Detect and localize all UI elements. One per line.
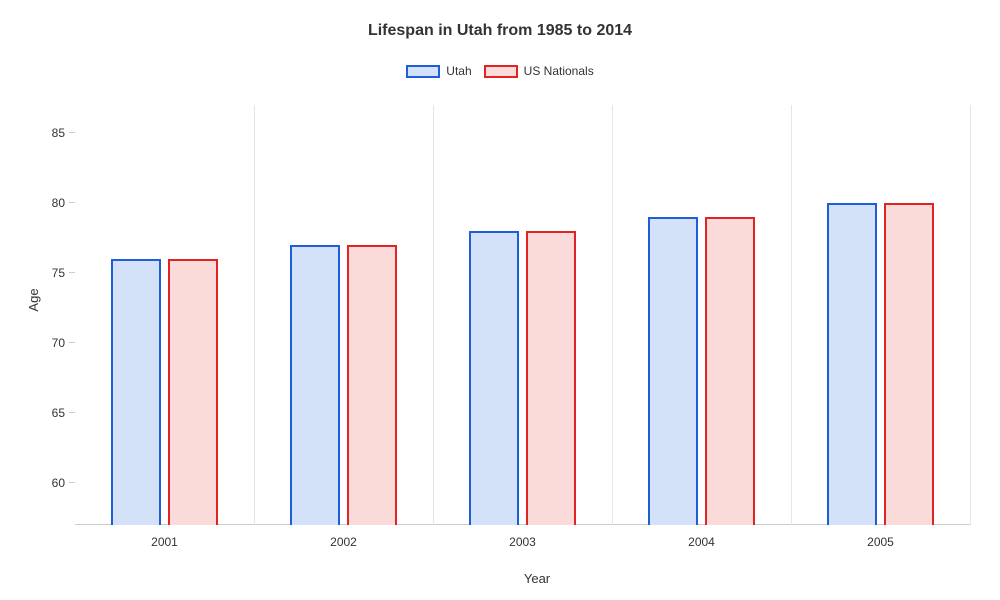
y-tick-label: 80: [52, 196, 65, 210]
grid-line-vertical: [791, 105, 792, 525]
y-tick-label: 85: [52, 126, 65, 140]
x-tick-label: 2001: [151, 535, 178, 549]
legend-swatch-us-nationals: [484, 65, 518, 78]
grid-line-vertical: [254, 105, 255, 525]
bar-us-nationals[interactable]: [168, 259, 219, 525]
y-tick-mark: [69, 482, 75, 483]
x-tick-label: 2003: [509, 535, 536, 549]
bar-utah[interactable]: [111, 259, 162, 525]
y-tick-label: 60: [52, 476, 65, 490]
y-tick-label: 75: [52, 266, 65, 280]
bar-us-nationals[interactable]: [884, 203, 935, 525]
x-axis-title: Year: [90, 571, 985, 586]
bar-us-nationals[interactable]: [705, 217, 756, 525]
plot-area: 60657075808520012002200320042005: [75, 105, 970, 525]
bar-us-nationals[interactable]: [347, 245, 398, 525]
y-axis-title: Age: [26, 288, 41, 311]
bar-us-nationals[interactable]: [526, 231, 577, 525]
legend: Utah US Nationals: [0, 64, 1000, 78]
grid-line-vertical: [433, 105, 434, 525]
x-tick-label: 2004: [688, 535, 715, 549]
grid-line-vertical: [612, 105, 613, 525]
grid-line-vertical: [970, 105, 971, 525]
y-tick-mark: [69, 202, 75, 203]
legend-swatch-utah: [406, 65, 440, 78]
bar-utah[interactable]: [827, 203, 878, 525]
y-tick-mark: [69, 342, 75, 343]
y-tick-mark: [69, 132, 75, 133]
legend-label-us-nationals: US Nationals: [524, 64, 594, 78]
y-tick-label: 70: [52, 336, 65, 350]
chart-container: Lifespan in Utah from 1985 to 2014 Utah …: [0, 0, 1000, 600]
y-tick-label: 65: [52, 406, 65, 420]
legend-label-utah: Utah: [446, 64, 471, 78]
legend-item-utah[interactable]: Utah: [406, 64, 471, 78]
bar-utah[interactable]: [290, 245, 341, 525]
x-tick-label: 2002: [330, 535, 357, 549]
legend-item-us-nationals[interactable]: US Nationals: [484, 64, 594, 78]
bar-utah[interactable]: [648, 217, 699, 525]
y-tick-mark: [69, 272, 75, 273]
chart-title: Lifespan in Utah from 1985 to 2014: [0, 0, 1000, 40]
y-tick-mark: [69, 412, 75, 413]
x-tick-label: 2005: [867, 535, 894, 549]
bar-utah[interactable]: [469, 231, 520, 525]
